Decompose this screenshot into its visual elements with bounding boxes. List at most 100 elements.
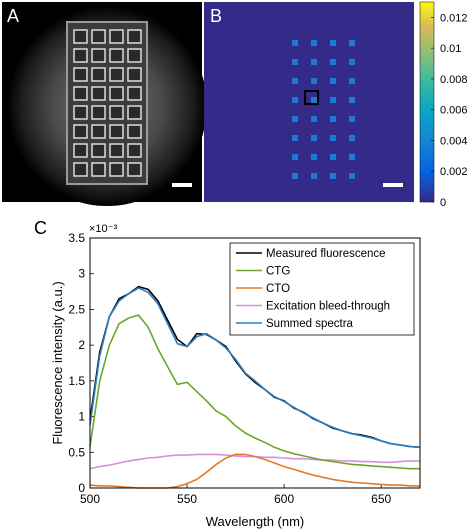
fluorescent-well <box>330 173 336 179</box>
brightfield-well <box>109 86 124 101</box>
y-tick-label: 0 <box>78 481 85 495</box>
colorbar-tick-label: 0.01 <box>440 43 461 55</box>
brightfield-well <box>109 105 124 120</box>
panel-c-label: C <box>34 218 47 238</box>
brightfield-well <box>73 105 88 120</box>
panel-a-scale-bar <box>172 183 192 187</box>
x-tick-label: 650 <box>371 492 391 506</box>
colorbar-tick-label: 0.006 <box>440 105 468 117</box>
y-tick-label: 3.5 <box>68 231 85 245</box>
brightfield-well <box>127 48 142 63</box>
plot-frame <box>89 237 421 489</box>
fluorescent-well <box>311 78 317 84</box>
legend-items: Measured fluorescence CTG CTO Excitation bl… <box>236 248 390 330</box>
fluorescent-well <box>349 78 355 84</box>
brightfield-well <box>91 29 106 44</box>
y-tick-label: 2.5 <box>68 302 85 316</box>
fluorescent-well <box>349 116 355 122</box>
series-line-4 <box>89 287 421 449</box>
colorbar-tick-label: 0 <box>440 197 446 209</box>
fluorescent-well <box>292 154 298 160</box>
colorbar-tick-label: 0.004 <box>440 135 468 147</box>
brightfield-well <box>91 48 106 63</box>
legend-label: CTG <box>266 266 290 278</box>
fluorescent-well <box>292 116 298 122</box>
brightfield-well <box>109 162 124 177</box>
fluorescent-well <box>349 59 355 65</box>
fluorescent-well <box>330 78 336 84</box>
brightfield-well <box>109 29 124 44</box>
brightfield-well <box>73 29 88 44</box>
x-tick-label: 500 <box>80 492 100 506</box>
brightfield-well <box>127 105 142 120</box>
legend-label: Measured fluorescence <box>266 248 386 260</box>
x-axis-label: Wavelength (nm) <box>206 514 305 529</box>
fluorescent-well <box>292 173 298 179</box>
panel-b-image <box>204 2 414 202</box>
brightfield-well <box>91 162 106 177</box>
brightfield-well <box>91 143 106 158</box>
fluorescent-well <box>349 40 355 46</box>
legend-box <box>229 242 415 336</box>
fluorescent-well <box>311 40 317 46</box>
panel-a-label: A <box>7 6 19 26</box>
brightfield-well <box>127 143 142 158</box>
panel-c: C ×10⁻³ 500 550 600 650 0 0.5 1 1.5 2 2.5 3 3.5 Mea… <box>34 218 421 529</box>
fluorescent-well <box>349 154 355 160</box>
fluorescent-well <box>330 40 336 46</box>
panel-a-well-array <box>66 21 148 185</box>
brightfield-well <box>91 86 106 101</box>
y-axis-label: Fluorescence intensity (a.u.) <box>50 281 65 444</box>
brightfield-well <box>127 162 142 177</box>
brightfield-well <box>127 86 142 101</box>
y-tick-label: 1 <box>78 410 85 424</box>
brightfield-well <box>73 86 88 101</box>
legend-label: CTO <box>266 283 290 295</box>
panel-b-selected-well <box>304 90 319 105</box>
fluorescent-well <box>349 135 355 141</box>
fluorescent-well <box>311 97 317 103</box>
fluorescent-well <box>330 116 336 122</box>
brightfield-well <box>91 105 106 120</box>
legend-label: Summed spectra <box>266 318 354 330</box>
well-array-outline <box>66 21 148 185</box>
colorbar-tick-label: 0.008 <box>440 74 468 86</box>
legend-label: Excitation bleed-through <box>266 301 390 313</box>
brightfield-well <box>91 67 106 82</box>
y-tick-label: 0.5 <box>68 445 85 459</box>
fluorescent-well <box>292 78 298 84</box>
x-tick-label: 550 <box>177 492 197 506</box>
axis-ticks: 500 550 600 650 0 0.5 1 1.5 2 2.5 3 3.5 <box>68 231 391 506</box>
brightfield-well <box>109 67 124 82</box>
colorbar-ticks: 0 0.002 0.004 0.006 0.008 0.01 0.012 <box>431 12 468 209</box>
fluorescent-well <box>292 97 298 103</box>
y-tick-label: 2 <box>78 338 85 352</box>
fluorescent-well <box>311 135 317 141</box>
fluorescent-well <box>330 97 336 103</box>
brightfield-well <box>109 143 124 158</box>
panel-b-label: B <box>210 6 222 26</box>
brightfield-well <box>127 124 142 139</box>
fluorescent-well <box>349 97 355 103</box>
fluorescent-well <box>292 40 298 46</box>
fluorescent-well <box>349 173 355 179</box>
colorbar <box>419 1 435 203</box>
brightfield-well <box>73 67 88 82</box>
fluorescent-well <box>292 59 298 65</box>
fluorescent-well <box>330 135 336 141</box>
y-tick-label: 3 <box>78 267 85 281</box>
brightfield-well <box>109 48 124 63</box>
brightfield-well <box>127 29 142 44</box>
fluorescent-well <box>311 154 317 160</box>
panel-b-scale-bar <box>383 183 403 187</box>
brightfield-well <box>73 143 88 158</box>
panel-a: A <box>2 2 207 206</box>
series-line-1 <box>89 314 420 470</box>
fluorescent-well <box>311 173 317 179</box>
fluorescent-well <box>330 154 336 160</box>
brightfield-well <box>127 67 142 82</box>
colorbar-tick-label: 0.012 <box>440 12 468 24</box>
brightfield-well <box>73 124 88 139</box>
y-tick-label: 1.5 <box>68 374 85 388</box>
fluorescent-well <box>292 135 298 141</box>
